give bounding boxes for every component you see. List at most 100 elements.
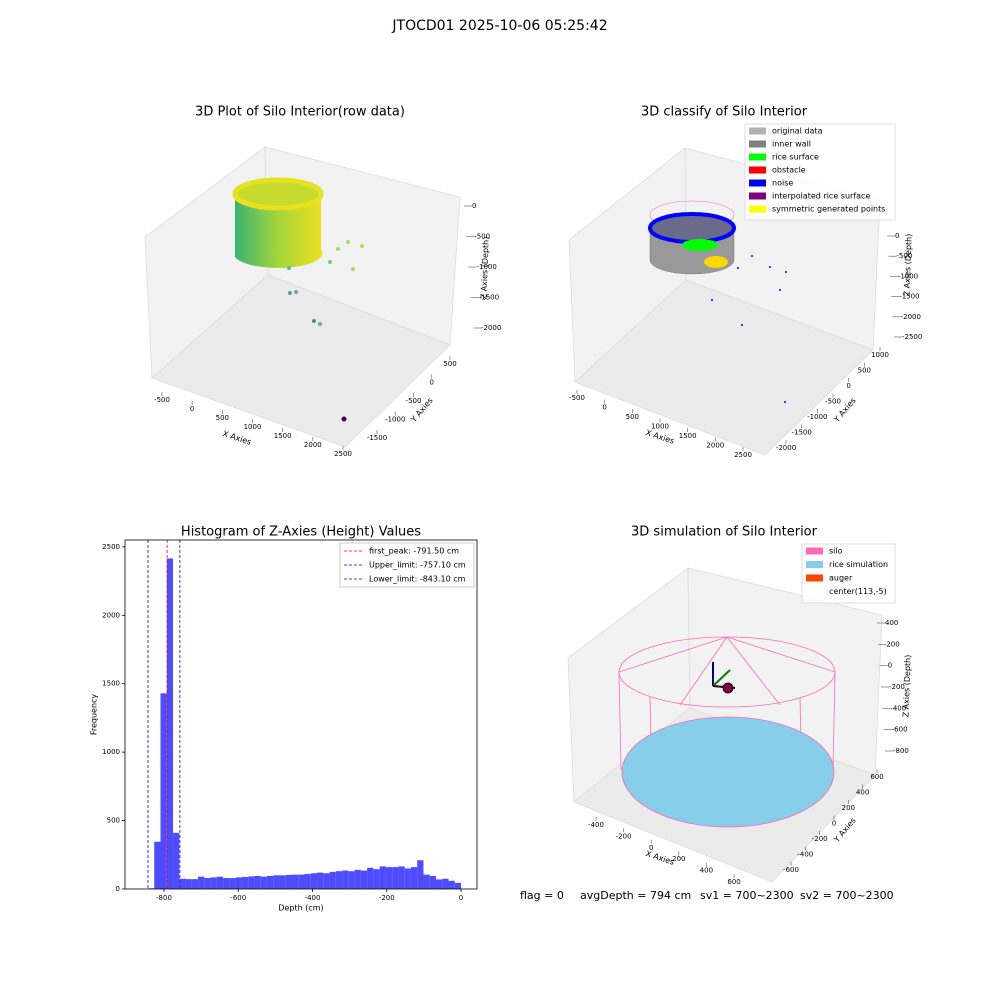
x-tick-label: -500: [154, 396, 170, 404]
legend-swatch: [749, 179, 766, 187]
x-tick-label: 500: [216, 414, 229, 422]
bar: [360, 870, 368, 889]
footer-text: sv2 = 700~2300: [800, 889, 894, 902]
legend-label: original data: [772, 127, 823, 136]
legend-label: center(113,-5): [829, 587, 887, 596]
legend-label: silo: [829, 547, 843, 556]
bar: [185, 879, 192, 889]
bar: [154, 841, 161, 889]
bar: [298, 874, 305, 889]
bar: [179, 878, 186, 889]
chart-title: Histogram of Z-Axies (Height) Values: [181, 525, 421, 540]
chart-title: 3D Plot of Silo Interior(row data): [195, 105, 405, 120]
z-tick-label: -1500: [479, 294, 499, 302]
bar: [429, 875, 436, 889]
bar: [216, 876, 224, 889]
y-tick-label: 2000: [102, 611, 120, 619]
legend-swatch: [806, 574, 823, 582]
y-tick-label: 2500: [102, 543, 120, 551]
bar: [373, 869, 380, 889]
x-tick-label: -600: [230, 894, 246, 902]
x-tick-label: 2500: [334, 450, 352, 458]
bar: [448, 880, 455, 889]
x-tick-label: 1500: [679, 432, 697, 440]
z-tick-label: -500: [896, 252, 912, 260]
legend-swatch: [749, 140, 766, 148]
y-tick-label: 500: [858, 367, 871, 375]
bar: [223, 878, 230, 889]
legend-box: [744, 123, 896, 221]
legend-swatch: [806, 588, 823, 595]
legend-swatch: [806, 547, 823, 555]
y-tick-label: 0: [846, 382, 850, 390]
x-tick-label: 2000: [706, 442, 724, 450]
legend-swatch: [806, 561, 823, 568]
silo-simulation: [618, 636, 836, 828]
y-tick-label: 0: [430, 379, 434, 387]
y-tick-label: -200: [812, 835, 828, 843]
x-tick-label: 0: [602, 404, 606, 412]
bar: [367, 867, 374, 889]
y-tick-label: -500: [406, 397, 422, 405]
y-tick-label: 1000: [871, 351, 889, 359]
x-tick-label: 500: [626, 413, 639, 421]
chart-title: 3D classify of Silo Interior: [641, 105, 808, 120]
z-tick-label: -1000: [477, 263, 497, 271]
bar: [241, 876, 249, 889]
z-tick-label: -600: [892, 726, 908, 734]
bar: [410, 867, 418, 889]
bar: [166, 558, 174, 889]
y-tick-label: 500: [107, 817, 120, 825]
bar: [398, 866, 405, 889]
x-tick-label: 600: [727, 878, 740, 886]
legend-label: Upper_limit: -757.10 cm: [369, 561, 466, 570]
y-tick-label: -400: [797, 851, 813, 859]
z-tick-label: -2000: [901, 313, 921, 321]
legend-label: first_peak: -791.50 cm: [369, 547, 459, 556]
bar: [304, 873, 311, 889]
legend-swatch: [749, 153, 766, 161]
bar: [291, 874, 299, 889]
bar: [160, 693, 167, 889]
bar: [423, 874, 430, 889]
bar: [442, 878, 449, 889]
bar: [273, 875, 280, 889]
bar: [266, 875, 274, 889]
y-tick-label: 500: [443, 360, 456, 368]
bar: [392, 867, 399, 889]
legend-swatch: [749, 205, 766, 213]
bar: [317, 872, 324, 889]
x-tick-label: -800: [156, 894, 172, 902]
bar: [342, 870, 349, 889]
y-tick-label: 0: [832, 820, 836, 828]
panes-2: [568, 147, 881, 456]
x-tick-label: 0: [649, 844, 653, 852]
z-tick-label: -1500: [899, 293, 919, 301]
legend-label: rice surface: [772, 153, 819, 162]
y-tick-label: 400: [856, 789, 869, 797]
bar: [404, 868, 411, 889]
x-tick-label: -500: [569, 394, 585, 402]
silo-points-2: [648, 200, 787, 403]
chart-title: 3D simulation of Silo Interior: [631, 525, 818, 540]
silo-points-1: [232, 177, 364, 422]
z-tick-label: -2500: [902, 333, 922, 341]
bar: [329, 871, 336, 889]
legend-label: Lower_limit: -843.10 cm: [369, 575, 466, 584]
z-tick-label: 0: [472, 202, 476, 210]
z-axis-label: Z Axies (Depth): [902, 234, 913, 297]
z-tick-label: -1000: [898, 272, 918, 280]
bar: [348, 871, 355, 889]
bar: [260, 876, 267, 889]
x-tick-label: 0: [459, 894, 463, 902]
z-tick-label: 400: [885, 619, 898, 627]
bar: [173, 832, 180, 889]
x-tick-label: 1500: [274, 432, 292, 440]
legend-label: noise: [772, 179, 793, 188]
x-tick-label: -400: [588, 821, 604, 829]
bar: [454, 882, 462, 889]
bar: [417, 860, 424, 889]
axes-frame: [124, 539, 478, 890]
z-tick-label: -500: [474, 233, 490, 241]
